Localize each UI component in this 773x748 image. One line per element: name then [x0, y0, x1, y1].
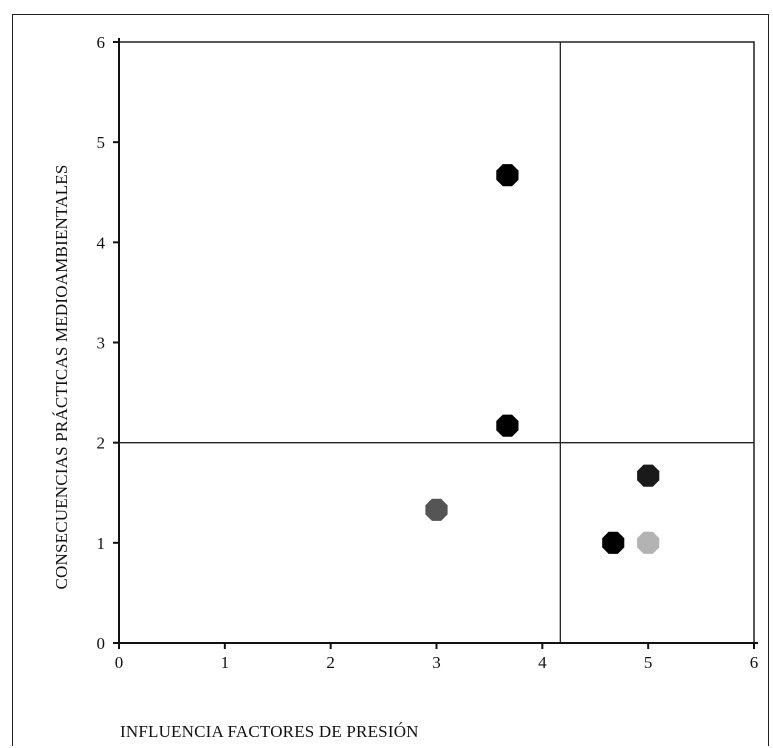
y-tick-label-4: 4 [97, 233, 106, 252]
y-tick-label-2: 2 [97, 434, 106, 453]
data-points [425, 164, 660, 554]
data-point-1 [496, 164, 519, 187]
y-tick-label-0: 0 [97, 634, 106, 653]
y-axis-title: CONSECUENCIAS PRÁCTICAS MEDIOAMBIENTALES [52, 164, 71, 589]
y-tick-label-5: 5 [97, 133, 106, 152]
x-tick-label-5: 5 [644, 653, 653, 672]
x-tick-label-4: 4 [538, 653, 547, 672]
data-point-6 [637, 531, 660, 554]
y-tick-label-3: 3 [97, 334, 106, 353]
figure-frame [12, 14, 769, 746]
x-tick-label-3: 3 [432, 653, 441, 672]
x-axis-title: INFLUENCIA FACTORES DE PRESIÓN [120, 722, 419, 741]
x-tick-label-6: 6 [750, 653, 759, 672]
y-tick-label-1: 1 [97, 534, 106, 553]
plot-area-border [118, 41, 755, 644]
data-point-5 [602, 531, 625, 554]
data-point-3 [425, 498, 448, 521]
x-tick-label-0: 0 [115, 653, 124, 672]
reference-lines [119, 42, 754, 643]
data-point-4 [637, 464, 660, 487]
data-point-2 [496, 414, 519, 437]
axes: 0 1 2 3 4 5 6 0 1 2 3 4 5 6 [97, 33, 759, 672]
x-tick-label-2: 2 [326, 653, 335, 672]
y-tick-label-6: 6 [97, 33, 106, 52]
x-tick-label-1: 1 [221, 653, 230, 672]
